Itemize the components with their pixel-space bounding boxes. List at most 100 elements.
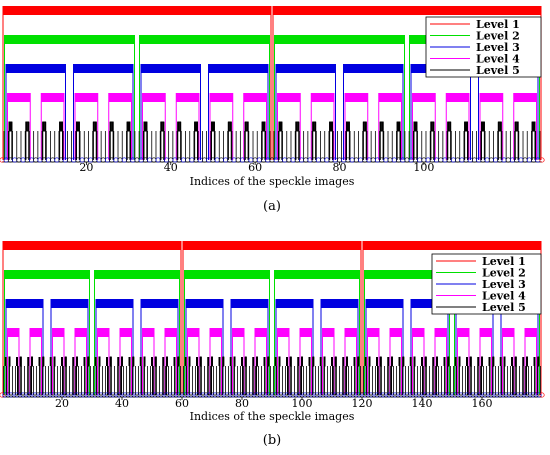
leaf-node bbox=[476, 392, 482, 398]
tree-node-level-5-cap bbox=[482, 122, 485, 131]
leaf-node bbox=[92, 392, 98, 398]
tree-node-level-5-cap bbox=[207, 357, 209, 366]
tree-node-level-5-cap bbox=[155, 357, 157, 366]
leaf-node bbox=[470, 392, 476, 398]
tree-node-level-4 bbox=[502, 328, 514, 337]
tree-node-level-5-cap bbox=[331, 357, 333, 366]
leaf-node bbox=[413, 392, 419, 398]
leaf-node bbox=[506, 392, 512, 398]
leaf-node bbox=[467, 392, 473, 398]
tree-node-level-4 bbox=[435, 328, 447, 337]
leaf-node bbox=[117, 157, 123, 163]
tree-node-level-5-cap bbox=[335, 357, 337, 366]
leaf-node bbox=[214, 157, 220, 163]
tree-node-level-2 bbox=[4, 270, 90, 279]
tree-node-level-5-cap bbox=[308, 357, 310, 366]
tree-node-level-4 bbox=[176, 93, 199, 102]
tree-node-level-5-cap bbox=[380, 122, 382, 131]
tree-node-level-4 bbox=[7, 328, 19, 337]
leaf-node bbox=[338, 392, 344, 398]
leaf-node bbox=[398, 392, 404, 398]
tree-node-level-3 bbox=[343, 64, 403, 73]
tree-node-level-5-cap bbox=[402, 357, 405, 366]
leaf-node bbox=[23, 392, 29, 398]
leaf-node bbox=[374, 392, 380, 398]
tree-node-level-5-cap bbox=[241, 357, 243, 366]
tree-node-level-4 bbox=[142, 328, 154, 337]
tree-node-level-5-cap bbox=[342, 357, 344, 366]
x-tick-label: 40 bbox=[115, 397, 129, 410]
leaf-node bbox=[482, 392, 488, 398]
leaf-node bbox=[62, 392, 68, 398]
leaf-node bbox=[311, 392, 317, 398]
leaf-node bbox=[128, 392, 134, 398]
tree-node-level-5-cap bbox=[42, 357, 45, 366]
leaf-node bbox=[434, 392, 440, 398]
leaf-node bbox=[155, 157, 161, 163]
leaf-node bbox=[227, 392, 233, 398]
leaf-node bbox=[370, 157, 376, 163]
x-tick-label: 100 bbox=[292, 397, 313, 410]
tree-node-level-5-cap bbox=[160, 122, 163, 131]
leaf-node bbox=[176, 392, 182, 398]
leaf-node bbox=[74, 392, 80, 398]
leaf-node bbox=[422, 392, 428, 398]
tree-node-level-5-cap bbox=[430, 122, 433, 131]
tree-node-level-5-cap bbox=[65, 357, 67, 366]
leaf-node bbox=[200, 392, 206, 398]
leaf-node bbox=[539, 157, 545, 163]
tree-node-level-4 bbox=[300, 328, 312, 337]
panel-a-label: (a) bbox=[263, 199, 281, 214]
tree-node-level-5-cap bbox=[128, 357, 130, 366]
legend-entry: Level 5 bbox=[482, 301, 526, 314]
leaf-node bbox=[458, 392, 464, 398]
tree-node-level-3 bbox=[96, 299, 133, 308]
leaf-node bbox=[389, 392, 395, 398]
tree-node-level-5-cap bbox=[481, 357, 483, 366]
tree-node-level-5-cap bbox=[234, 357, 236, 366]
leaf-node bbox=[182, 392, 188, 398]
tree-node-level-5-cap bbox=[245, 122, 247, 131]
leaf-node bbox=[53, 392, 59, 398]
tree-node-level-4 bbox=[41, 93, 64, 102]
tree-node-level-5-cap bbox=[179, 122, 181, 131]
leaf-node bbox=[484, 157, 490, 163]
tree-node-level-5-cap bbox=[94, 122, 97, 131]
tree-node-level-4 bbox=[210, 93, 233, 102]
leaf-node bbox=[50, 157, 56, 163]
leaf-node bbox=[536, 392, 542, 398]
tree-node-level-4 bbox=[480, 93, 503, 102]
leaf-node bbox=[188, 392, 194, 398]
leaf-node bbox=[155, 392, 161, 398]
leaf-node bbox=[137, 392, 143, 398]
leaf-node bbox=[89, 392, 95, 398]
leaf-node bbox=[269, 157, 275, 163]
tree-node-level-5-cap bbox=[83, 357, 85, 366]
tree-node-level-5-cap bbox=[211, 357, 213, 366]
tree-node-level-5-cap bbox=[279, 122, 281, 131]
tree-node-level-5-cap bbox=[4, 357, 7, 366]
tree-node-level-5-cap bbox=[398, 122, 400, 131]
leaf-node bbox=[455, 157, 461, 163]
leaf-node bbox=[230, 392, 236, 398]
leaf-node bbox=[41, 392, 47, 398]
leaf-node bbox=[209, 392, 215, 398]
leaf-node bbox=[2, 392, 8, 398]
leaf-node bbox=[100, 157, 106, 163]
leaf-node bbox=[113, 392, 119, 398]
legend-entry: Level 3 bbox=[482, 278, 526, 291]
leaf-node bbox=[201, 157, 208, 163]
leaf-node bbox=[5, 392, 11, 398]
tree-node-level-5-cap bbox=[76, 357, 78, 366]
leaf-node bbox=[518, 157, 524, 163]
tree-node-level-5-cap bbox=[364, 357, 367, 366]
leaf-node bbox=[404, 392, 410, 398]
tree-node-level-5-cap bbox=[432, 122, 434, 131]
tree-node-level-4 bbox=[52, 328, 64, 337]
leaf-node bbox=[121, 157, 127, 163]
leaf-node bbox=[20, 392, 26, 398]
leaf-node bbox=[437, 392, 443, 398]
tree-node-level-3 bbox=[51, 299, 88, 308]
